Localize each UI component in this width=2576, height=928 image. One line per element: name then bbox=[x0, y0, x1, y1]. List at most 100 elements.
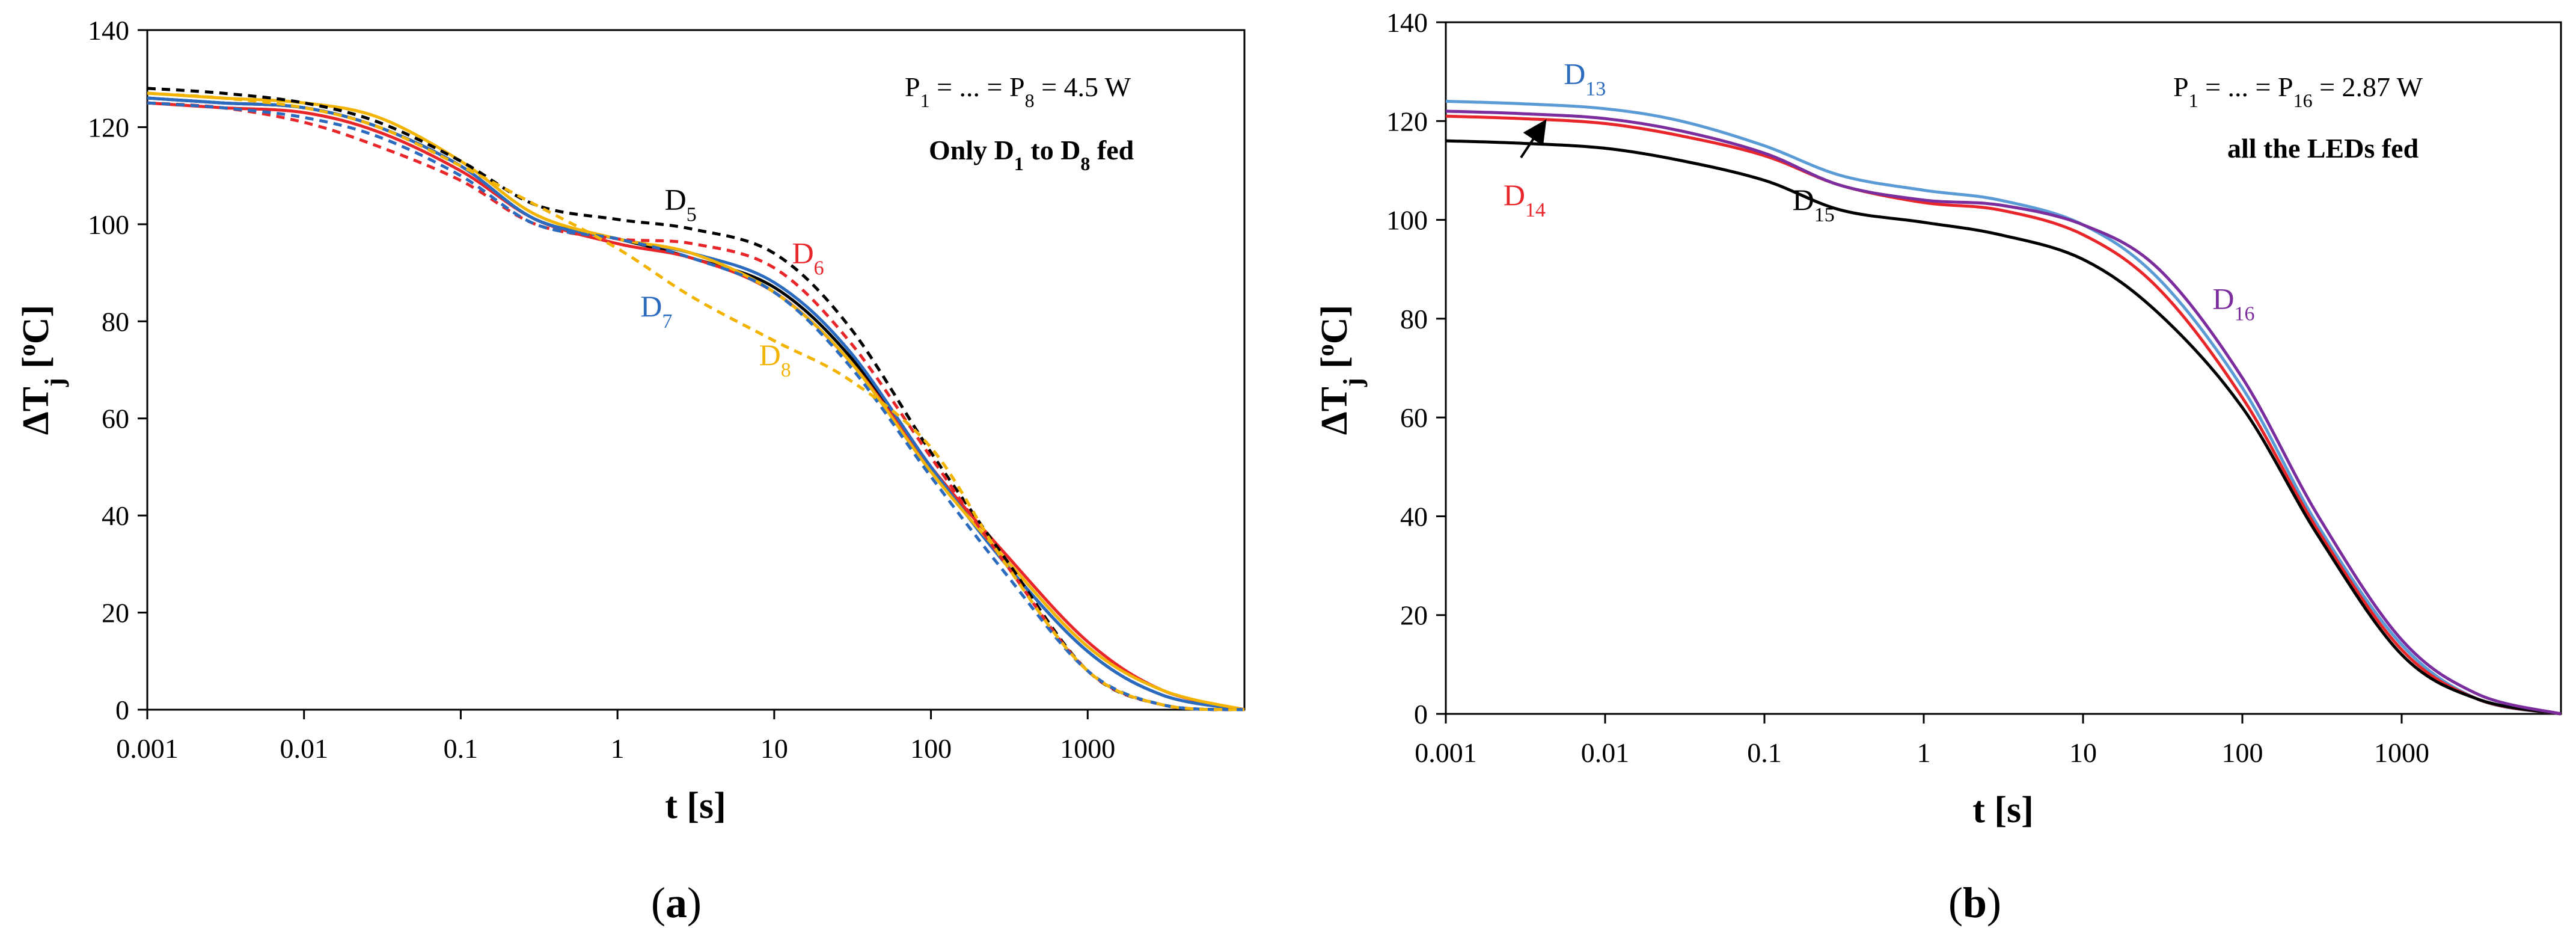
caption-b: (b) bbox=[1948, 879, 2001, 927]
fed-part-b-0: all the LEDs fed bbox=[2227, 133, 2419, 164]
series-label-sub: 8 bbox=[781, 358, 791, 381]
x-tick-label: 1 bbox=[611, 733, 625, 764]
plot-area-a bbox=[146, 29, 1246, 711]
series-label-d7: D7 bbox=[640, 289, 672, 333]
y-tick-label: 120 bbox=[1386, 106, 1428, 137]
y-tick-label: 60 bbox=[1400, 402, 1428, 433]
caption-close-b: ) bbox=[1987, 879, 2001, 927]
ylabel-sup: o bbox=[1312, 344, 1339, 356]
fed-annotation-b: all the LEDs fed bbox=[2227, 133, 2419, 164]
y-tick-label: 140 bbox=[1386, 7, 1428, 38]
x-tick-label: 1000 bbox=[2374, 737, 2429, 768]
y-tick-label: 80 bbox=[102, 306, 129, 337]
ylabel-main: ΔT bbox=[1314, 387, 1355, 435]
x-tick-label: 0.001 bbox=[1415, 737, 1477, 768]
x-tick-label: 0.01 bbox=[280, 733, 328, 764]
y-tick-label: 100 bbox=[1386, 205, 1428, 236]
y-tick-label: 40 bbox=[102, 500, 129, 531]
y-tick-label: 100 bbox=[88, 209, 129, 240]
caption-letter-a: a bbox=[665, 879, 687, 927]
x-axis-label-a: t [s] bbox=[665, 785, 726, 826]
series-label-main: D bbox=[665, 183, 687, 217]
series-label-main: D bbox=[759, 338, 781, 372]
tick-group-b: 0 20 40 60 80 100 120 140 0.001 0.01 0.1 1 10 100 1000 bbox=[1386, 7, 2429, 768]
series-line-d8 bbox=[147, 91, 1245, 711]
fed-part-a-4: fed bbox=[1090, 135, 1134, 165]
power-annotation-b: P1 = ... = P16 = 2.87 W bbox=[2173, 72, 2423, 111]
fed-part-a-0: Only D bbox=[929, 135, 1014, 165]
power-part-a-3: 8 bbox=[1025, 90, 1035, 111]
series-label-main: D bbox=[1564, 57, 1585, 91]
d14-pointer-arrow bbox=[1520, 119, 1547, 159]
caption-close-a: ) bbox=[687, 879, 702, 927]
fed-part-a-3: 8 bbox=[1080, 153, 1090, 174]
series-label-sub: 16 bbox=[2235, 303, 2255, 325]
x-tick-label: 100 bbox=[910, 733, 952, 764]
series-label-main: D bbox=[1504, 178, 1525, 212]
series-label-d5: D5 bbox=[665, 183, 697, 226]
tick-group-a: 0 20 40 60 80 100 120 140 0.001 0.01 0.1 1 10 100 1000 bbox=[88, 15, 1115, 764]
series-label-sub: 13 bbox=[1585, 78, 1606, 100]
plot-area-b bbox=[1445, 21, 2562, 715]
y-axis-label-b: ΔTj [oC] bbox=[1312, 305, 1368, 435]
series-line-d14 bbox=[1445, 114, 2562, 716]
x-tick-label: 1 bbox=[1917, 737, 1931, 768]
ylabel-end: C] bbox=[1314, 305, 1355, 344]
y-tick-label: 140 bbox=[88, 15, 129, 46]
y-tick-label: 80 bbox=[1400, 304, 1428, 334]
y-tick-label: 120 bbox=[88, 112, 129, 143]
x-tick-label: 1000 bbox=[1060, 733, 1115, 764]
ylabel-rest: [ bbox=[1314, 356, 1355, 378]
caption-a: (a) bbox=[651, 879, 702, 927]
ylabel-sup: o bbox=[13, 344, 40, 356]
series-line-d3 bbox=[147, 96, 1245, 711]
x-tick-label: 10 bbox=[2069, 737, 2097, 768]
x-axis-label-b: t [s] bbox=[1972, 790, 2034, 831]
caption-letter-b: b bbox=[1963, 879, 1987, 927]
chart-panel-b: 0 20 40 60 80 100 120 140 0.001 0.01 0.1 1 10 100 1000… bbox=[1312, 7, 2562, 927]
series-line-d4 bbox=[147, 91, 1245, 711]
series-line-d13 bbox=[1445, 99, 2562, 716]
series-label-sub: 15 bbox=[1814, 204, 1835, 226]
ylabel-sub: j bbox=[40, 378, 69, 387]
ylabel-main: ΔT bbox=[16, 387, 57, 435]
x-tick-label: 0.1 bbox=[1747, 737, 1782, 768]
series-line-d16 bbox=[1445, 109, 2562, 716]
y-tick-label: 20 bbox=[1400, 600, 1428, 631]
caption-open-a: ( bbox=[651, 879, 665, 927]
series-label-d6: D6 bbox=[792, 236, 824, 279]
series-line-d15 bbox=[1445, 139, 2562, 716]
power-annotation-a: P1 = ... = P8 = 4.5 W bbox=[905, 72, 1131, 111]
chart-panel-a: 0 20 40 60 80 100 120 140 0.001 0.01 0.1 1 10 100 1000… bbox=[13, 15, 1246, 927]
power-part-b-1: 1 bbox=[2189, 90, 2198, 111]
x-tick-label: 0.01 bbox=[1581, 737, 1630, 768]
series-label-sub: 14 bbox=[1525, 198, 1546, 221]
series-label-main: D bbox=[1793, 183, 1814, 217]
power-part-a-2: = ... = P bbox=[930, 72, 1025, 102]
series-label-d8: D8 bbox=[759, 338, 791, 381]
power-part-b-2: = ... = P bbox=[2198, 72, 2293, 102]
series-label-main: D bbox=[640, 289, 662, 323]
ylabel-sub: j bbox=[1338, 378, 1368, 387]
y-tick-label: 40 bbox=[1400, 501, 1428, 532]
y-axis-label-a: ΔTj [oC] bbox=[13, 305, 69, 435]
series-group-b bbox=[1445, 99, 2562, 716]
power-part-b-3: 16 bbox=[2293, 90, 2313, 111]
power-part-a-1: 1 bbox=[920, 90, 930, 111]
series-label-d14: D14 bbox=[1504, 178, 1546, 221]
y-tick-label: 60 bbox=[102, 404, 129, 434]
caption-open-b: ( bbox=[1948, 879, 1963, 927]
series-group-a bbox=[147, 87, 1245, 711]
ylabel-rest: [ bbox=[16, 356, 57, 378]
power-part-b-4: = 2.87 W bbox=[2313, 72, 2423, 102]
x-tick-label: 0.001 bbox=[116, 733, 179, 764]
y-tick-label: 0 bbox=[1414, 699, 1428, 730]
power-part-a-0: P bbox=[905, 72, 920, 102]
series-label-sub: 5 bbox=[687, 203, 697, 226]
series-label-sub: 6 bbox=[814, 257, 824, 279]
series-label-main: D bbox=[792, 236, 814, 269]
y-tick-label: 0 bbox=[115, 695, 129, 725]
